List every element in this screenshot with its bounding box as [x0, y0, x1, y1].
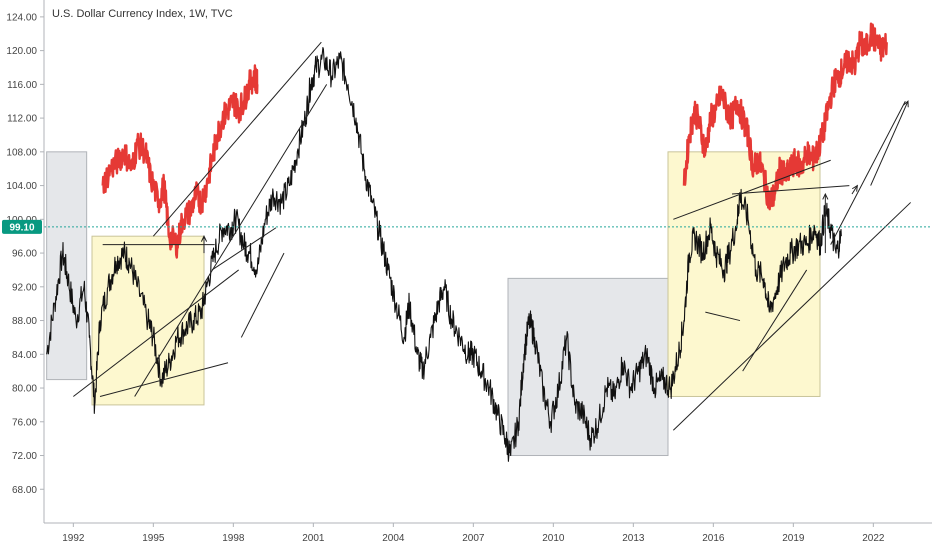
time-tick-label: 2001 [302, 533, 325, 544]
trendline-13 [830, 100, 906, 245]
highlight-zone-4 [667, 151, 821, 397]
chart-title: U.S. Dollar Currency Index, 1W, TVC [52, 8, 233, 20]
projection-arrow-4 [200, 235, 208, 254]
arrow-shaft [851, 185, 858, 195]
price-tick-label: 68.00 [12, 485, 37, 496]
time-tick-label: 1998 [222, 533, 245, 544]
price-tick-label: 88.00 [12, 316, 37, 327]
arrow-shaft [870, 101, 909, 186]
current-price-label: 99.10 [9, 222, 34, 233]
dxy-price-series [46, 47, 842, 462]
price-tick-label: 92.00 [12, 282, 37, 293]
price-tick-label: 80.00 [12, 384, 37, 395]
trendline-1 [73, 269, 239, 397]
time-tick-label: 1992 [62, 533, 85, 544]
price-tick-label: 72.00 [12, 451, 37, 462]
projection-arrow-1 [822, 192, 829, 254]
arrow-head [822, 192, 829, 200]
trendline-8 [672, 202, 912, 431]
current-price-tag-bg [2, 219, 42, 234]
highlight-zone-1 [46, 151, 88, 381]
trendline-2 [99, 362, 229, 397]
time-tick-label: 2007 [462, 533, 485, 544]
price-tick-label: 104.00 [6, 181, 37, 192]
trendline-3 [134, 84, 328, 397]
price-tick-label: 120.00 [6, 46, 37, 57]
time-tick-label: 2022 [862, 533, 885, 544]
price-tick-label: 96.00 [12, 249, 37, 260]
arrow-head [851, 184, 858, 192]
arrow-head [200, 235, 208, 242]
trendline-5 [240, 252, 285, 338]
trendline-12 [731, 185, 850, 195]
price-tick-label: 116.00 [7, 80, 37, 91]
price-tick-label: 84.00 [12, 350, 37, 361]
time-tick-label: 2019 [782, 533, 805, 544]
trendline-11 [673, 159, 831, 220]
projection-arrows [200, 100, 909, 254]
arrow-head [903, 100, 909, 108]
price-tick-label: 112.00 [7, 114, 37, 125]
trendline-9 [742, 269, 808, 372]
time-tick-label: 1995 [142, 533, 165, 544]
trendline-10 [705, 311, 741, 322]
trendlines [73, 41, 912, 431]
projection-arrow-2 [851, 184, 858, 195]
time-tick-label: 2016 [702, 533, 725, 544]
time-tick-label: 2013 [622, 533, 645, 544]
projection-arrow-3 [870, 100, 909, 186]
time-axis-ticks: 1992 1995 1998 2001 2004 2007 2010 2013 2016 2019… [62, 523, 885, 544]
time-tick-label: 2004 [382, 533, 405, 544]
current-price-tag: 99.10 [2, 219, 42, 234]
time-tick-label: 2010 [542, 533, 565, 544]
trendline-4 [211, 227, 277, 271]
price-tick-label: 124.00 [6, 12, 37, 23]
trendline-7 [152, 41, 322, 237]
price-tick-label: 76.00 [12, 417, 37, 428]
price-tick-label: 108.00 [6, 147, 37, 158]
